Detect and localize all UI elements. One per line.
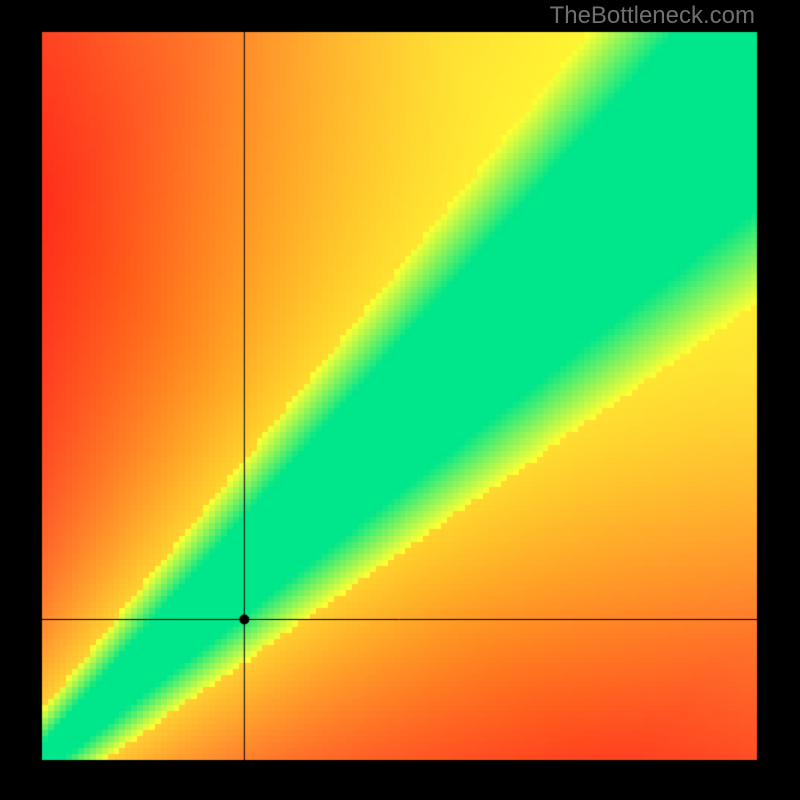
chart-container: TheBottleneck.com — [0, 0, 800, 800]
watermark-text: TheBottleneck.com — [550, 2, 755, 30]
bottleneck-heatmap — [0, 0, 800, 800]
